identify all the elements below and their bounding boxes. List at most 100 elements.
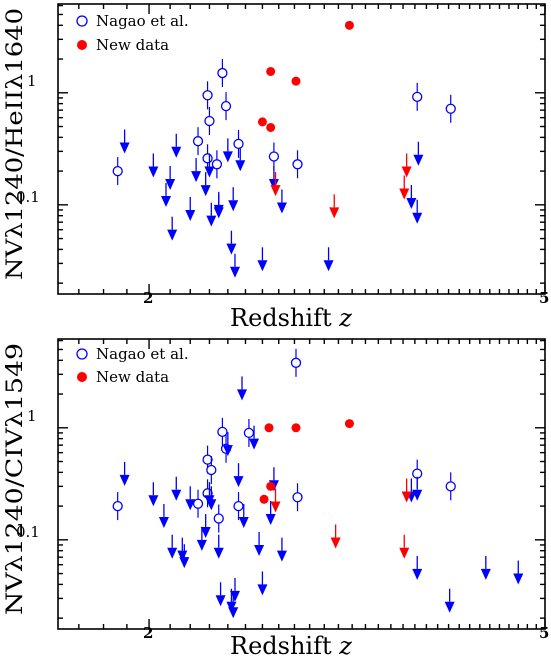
- upper-limit-arrow: [237, 376, 248, 401]
- arrow-head: [158, 516, 169, 528]
- x-axis-label-top-main: Redshift: [230, 304, 339, 332]
- arrow-head: [206, 499, 217, 511]
- arrow-head: [265, 514, 276, 526]
- upper-limit-arrow: [222, 432, 233, 457]
- upper-limit-arrow: [229, 253, 240, 278]
- x-axis-label-top: Redshift z: [230, 304, 352, 332]
- data-point-nagao: [217, 59, 228, 88]
- data-point-new: [257, 117, 267, 127]
- arrow-head: [412, 212, 423, 224]
- arrow-head: [185, 209, 196, 221]
- data-point-nagao: [112, 157, 123, 186]
- ticks-top: [58, 4, 546, 294]
- data-point-new: [264, 423, 274, 433]
- data-point-new: [266, 122, 276, 132]
- plot-frame-top: [57, 3, 546, 295]
- y-tick-label-top-1: 1: [27, 72, 37, 90]
- upper-limit-arrow: [513, 560, 524, 585]
- plot-frame-bottom: [57, 338, 546, 630]
- legend-new-label-top: New data: [96, 36, 169, 54]
- arrow-head: [323, 260, 334, 272]
- arrow-head: [148, 495, 159, 507]
- arrow-head: [196, 539, 207, 551]
- data-point-nagao: [268, 142, 280, 171]
- y-tick-label-bottom-1: 1: [27, 407, 37, 425]
- legend-nagao-label-bottom: Nagao et al.: [96, 345, 189, 363]
- arrow-head: [179, 557, 190, 569]
- upper-limit-arrow: [254, 531, 265, 556]
- data-point-new: [344, 419, 354, 429]
- data-point-nagao: [192, 127, 204, 156]
- upper-limit-arrow: [191, 158, 202, 183]
- plot-points-top: [112, 20, 456, 278]
- point-marker: [217, 426, 228, 437]
- y-tick-label-top-0.1: 0.1: [16, 188, 40, 206]
- upper-limit-arrow: [238, 503, 249, 528]
- x-axis-label-bottom-var: z: [338, 632, 352, 657]
- upper-limit-arrow: [206, 486, 217, 511]
- legend-nagao-label-top: Nagao et al.: [96, 12, 189, 30]
- upper-limit-arrow: [265, 501, 276, 526]
- upper-limit-arrow: [329, 194, 340, 219]
- point-marker: [268, 151, 280, 162]
- arrow-head: [228, 200, 239, 212]
- arrow-head: [213, 204, 224, 216]
- point-marker: [202, 90, 213, 101]
- arrow-head: [222, 445, 233, 457]
- upper-limit-arrow: [406, 185, 417, 210]
- arrow-head: [254, 544, 265, 556]
- data-point-nagao: [445, 94, 456, 123]
- arrow-head: [235, 160, 246, 172]
- arrow-head: [513, 573, 524, 585]
- arrow-head: [399, 547, 410, 559]
- arrow-head: [270, 185, 281, 197]
- x-axis-label-bottom-main: Redshift: [230, 632, 339, 657]
- arrow-head: [330, 537, 341, 549]
- legend-nagao-marker-bottom: [76, 348, 88, 360]
- point-marker: [192, 136, 204, 147]
- upper-limit-arrow: [226, 230, 237, 255]
- legend-new-marker-top: [77, 40, 87, 50]
- arrow-head: [233, 476, 244, 488]
- data-point-new: [266, 481, 276, 491]
- data-point-new: [266, 66, 276, 76]
- upper-limit-arrow: [222, 138, 233, 163]
- x-tick-label-top-5: 5: [539, 289, 549, 307]
- x-tick-label-bottom-2: 2: [143, 624, 153, 642]
- upper-limit-arrow: [200, 172, 211, 197]
- arrow-head: [401, 491, 412, 503]
- y-axis-label-bottom: NVλ1240/CIVλ1549: [3, 343, 28, 615]
- data-point-nagao: [233, 129, 244, 158]
- arrow-head: [167, 547, 178, 559]
- data-point-nagao: [112, 492, 123, 521]
- upper-limit-arrow: [412, 199, 423, 224]
- upper-limit-arrow: [179, 544, 190, 569]
- y-axis-label-top: NVλ1240/HeIIλ1640: [3, 8, 28, 280]
- upper-limit-arrow: [270, 172, 281, 197]
- arrow-head: [191, 171, 202, 183]
- upper-limit-arrow: [215, 582, 226, 607]
- legend-nagao-marker-top: [76, 15, 88, 27]
- arrow-head: [165, 179, 176, 191]
- legend-new-marker-bottom: [77, 372, 87, 382]
- point-marker: [292, 159, 303, 170]
- upper-limit-arrow: [148, 482, 159, 507]
- upper-limit-arrow: [399, 175, 410, 200]
- upper-limit-arrow: [148, 153, 159, 178]
- upper-limit-arrow: [268, 166, 279, 191]
- point-marker: [233, 500, 244, 512]
- upper-limit-arrow: [171, 476, 182, 501]
- arrow-head: [412, 568, 423, 580]
- upper-limit-arrow: [276, 537, 287, 562]
- point-marker: [204, 115, 215, 127]
- arrow-head: [229, 266, 240, 278]
- upper-limit-arrow: [323, 247, 334, 272]
- data-point-nagao: [192, 489, 204, 518]
- upper-limit-arrow: [204, 153, 215, 178]
- arrow-head: [226, 243, 237, 255]
- arrow-head: [413, 154, 424, 166]
- upper-limit-arrow: [412, 555, 423, 580]
- legend-new-label-bottom: New data: [96, 368, 169, 386]
- arrow-head: [185, 499, 196, 511]
- point-marker: [220, 100, 232, 112]
